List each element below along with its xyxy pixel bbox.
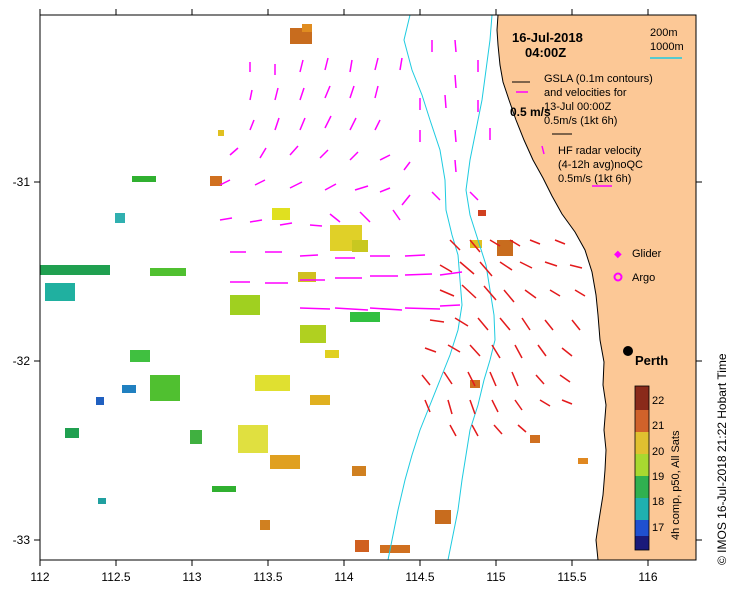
contour-200m [447,15,496,560]
argo-icon [613,272,623,282]
gsla-arrows [219,39,491,311]
contour-legend-200m: 200m [650,27,678,39]
x-tick-label: 112.5 [101,570,130,584]
gsla-legend: GSLA (0.1m contours) and velocities for … [510,73,653,135]
radar-arrows [421,239,586,437]
side-label: © IMOS 16-Jul-2018 21:22 Hobart Time [715,353,729,565]
colorbar [634,385,650,551]
contour-1000m [387,15,463,560]
colorbar-tick-label: 18 [652,496,664,508]
y-tick-label: -32 [13,354,31,368]
map-date: 16-Jul-2018 [512,30,583,45]
colorbar-tick-label: 17 [652,522,664,534]
radar-legend-line: (4-12h avg)noQC [558,159,643,171]
colorbar-tick-label: 19 [652,471,664,483]
radar-legend-line: 0.5m/s (1kt 6h) [558,173,631,185]
y-axis-labels: -31 -32 -33 [13,175,31,547]
map-time: 04:00Z [525,45,566,60]
contour-legend-1000m: 1000m [650,41,684,53]
x-tick-label: 114 [334,570,353,584]
plot-frame [39,14,697,561]
x-tick-label: 113.5 [253,570,282,584]
x-tick-label: 112 [30,570,49,584]
axis-ticks [34,9,702,566]
colorbar-tick-label: 20 [652,446,664,458]
x-tick-label: 115 [486,570,505,584]
isobath-contours [387,15,496,560]
glider-icon: ◆ [614,249,622,260]
perth-marker [623,346,633,356]
x-tick-label: 115.5 [557,570,586,584]
gsla-scale-label: 0.5 m/s [510,105,551,119]
radar-legend-line: HF radar velocity [558,145,642,157]
argo-label: Argo [632,272,655,284]
gsla-legend-line: 0.5m/s (1kt 6h) [544,115,617,127]
glider-label: Glider [632,248,662,260]
radar-legend: HF radar velocity (4-12h avg)noQC 0.5m/s… [541,145,643,187]
gsla-legend-line: GSLA (0.1m contours) [544,73,653,85]
y-tick-label: -31 [13,175,31,189]
colorbar-tick-label: 22 [652,395,664,407]
sst-patches [40,24,588,553]
x-tick-label: 114.5 [405,570,434,584]
gsla-legend-line: 13-Jul 00:00Z [544,101,612,113]
gsla-legend-line: and velocities for [544,87,627,99]
x-axis-labels: 112 112.5 113 113.5 114 114.5 115 115.5 … [30,570,657,584]
city-label: Perth [635,353,668,368]
x-tick-label: 113 [182,570,201,584]
colorbar-tick-label: 21 [652,420,664,432]
colorbar-title: 4h comp, p50, All Sats [670,430,682,540]
y-tick-label: -33 [13,533,31,547]
colorbar-ticks: 22 21 20 19 18 17 [652,395,664,534]
x-tick-label: 116 [638,570,657,584]
